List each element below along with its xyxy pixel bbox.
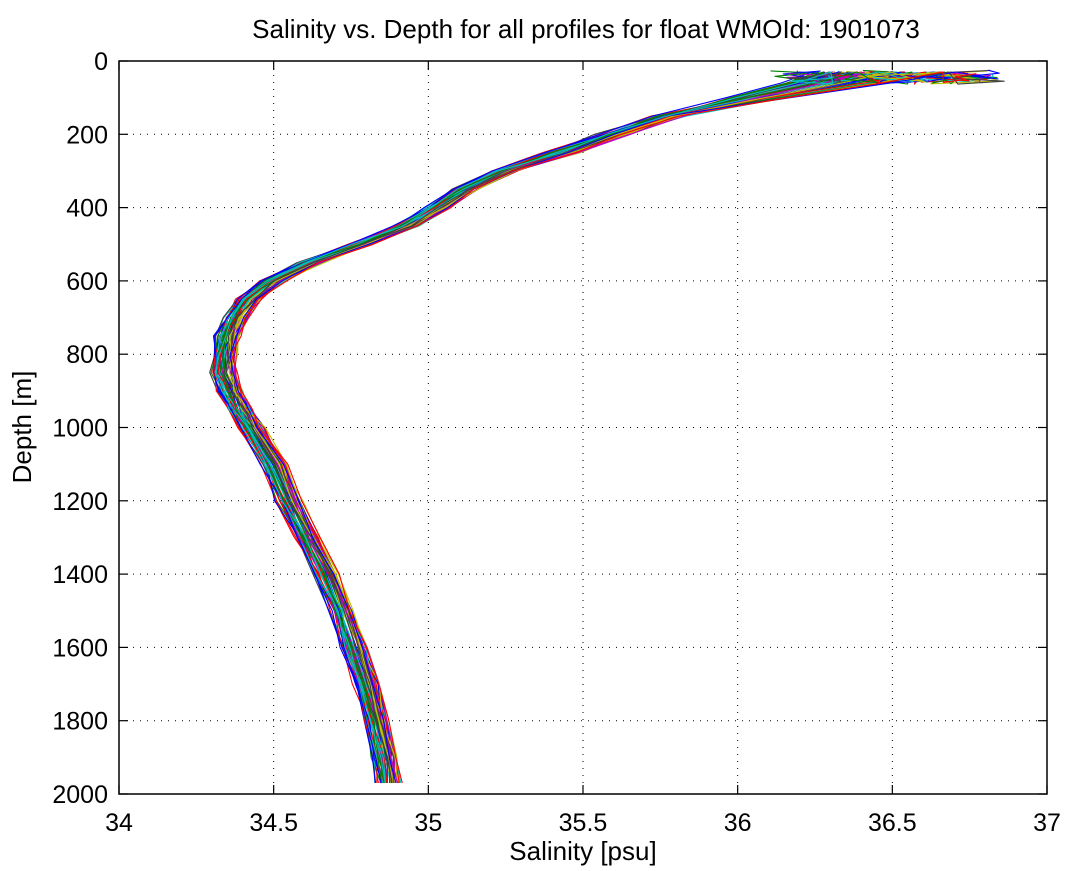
profile-lines [209,69,1005,784]
x-tick-label: 35.5 [559,809,608,837]
y-tick-label: 0 [94,48,108,76]
profile-line [215,71,914,784]
profile-line [234,71,970,784]
profile-line [231,71,1000,784]
profile-line [212,71,868,784]
profile-line [221,71,993,784]
profile-line [212,71,926,784]
profile-line [223,71,849,784]
profile-line [210,71,873,784]
y-tick-label: 800 [66,341,108,369]
profile-line [232,71,980,784]
y-tick-label: 1600 [52,634,108,662]
profile-line [226,71,837,784]
profile-line [229,69,1000,784]
profile-line [214,71,834,784]
profile-line [232,71,936,784]
profile-line [228,70,988,784]
x-tick-label: 36.5 [868,809,917,837]
profile-line [229,71,862,784]
profile-line [214,71,844,784]
x-tick-label: 34 [105,809,133,837]
profile-line [214,71,994,784]
profile-line [229,71,929,784]
y-tick-label: 2000 [52,781,108,809]
axis-ticks [118,60,1048,795]
profile-line [213,70,837,784]
profile-line [225,70,848,784]
profile-line [209,71,909,784]
y-tick-label: 400 [66,195,108,223]
profile-line [221,71,870,784]
x-tick-label: 37 [1033,809,1061,837]
profile-line [214,71,916,784]
y-tick-label: 1400 [52,561,108,589]
profile-line [231,71,857,784]
x-tick-labels: 34 34.5 35 35.5 36 36.5 37 [105,809,1061,837]
profile-line [218,71,948,784]
y-tick-label: 1200 [52,488,108,516]
x-tick-label: 36 [724,809,752,837]
profile-line [218,70,895,784]
profile-line [224,71,866,784]
profile-line [227,71,844,784]
profile-line [230,71,977,784]
profile-line [215,71,900,784]
profile-line [230,71,991,784]
y-tick-label: 1800 [52,708,108,736]
profile-line [222,71,824,784]
profile-line [218,71,853,784]
profile-line [229,71,945,784]
profile-line [219,71,900,784]
x-tick-label: 35 [414,809,442,837]
y-tick-label: 200 [66,121,108,149]
profile-line [218,71,835,784]
profile-line [234,71,898,784]
y-tick-label: 600 [66,268,108,296]
profile-line [223,71,913,784]
profile-line [225,71,846,784]
profile-line [231,70,895,784]
y-tick-labels: 0 200 400 600 800 1000 1200 1400 1600 1800 2000 [52,48,108,809]
profile-line [214,70,841,784]
profile-line [218,71,944,784]
profile-line [233,71,866,784]
y-axis-label: Depth [m] [7,371,37,484]
profile-line [222,71,998,784]
chart-title: Salinity vs. Depth for all profiles for … [252,14,920,44]
y-tick-label: 1000 [52,415,108,443]
profile-line [228,71,891,784]
profile-line [217,71,884,784]
x-tick-label: 34.5 [249,809,298,837]
profile-line [230,70,842,784]
profile-line [227,69,917,784]
profile-line [217,69,991,784]
x-axis-label: Salinity [psu] [509,836,656,866]
